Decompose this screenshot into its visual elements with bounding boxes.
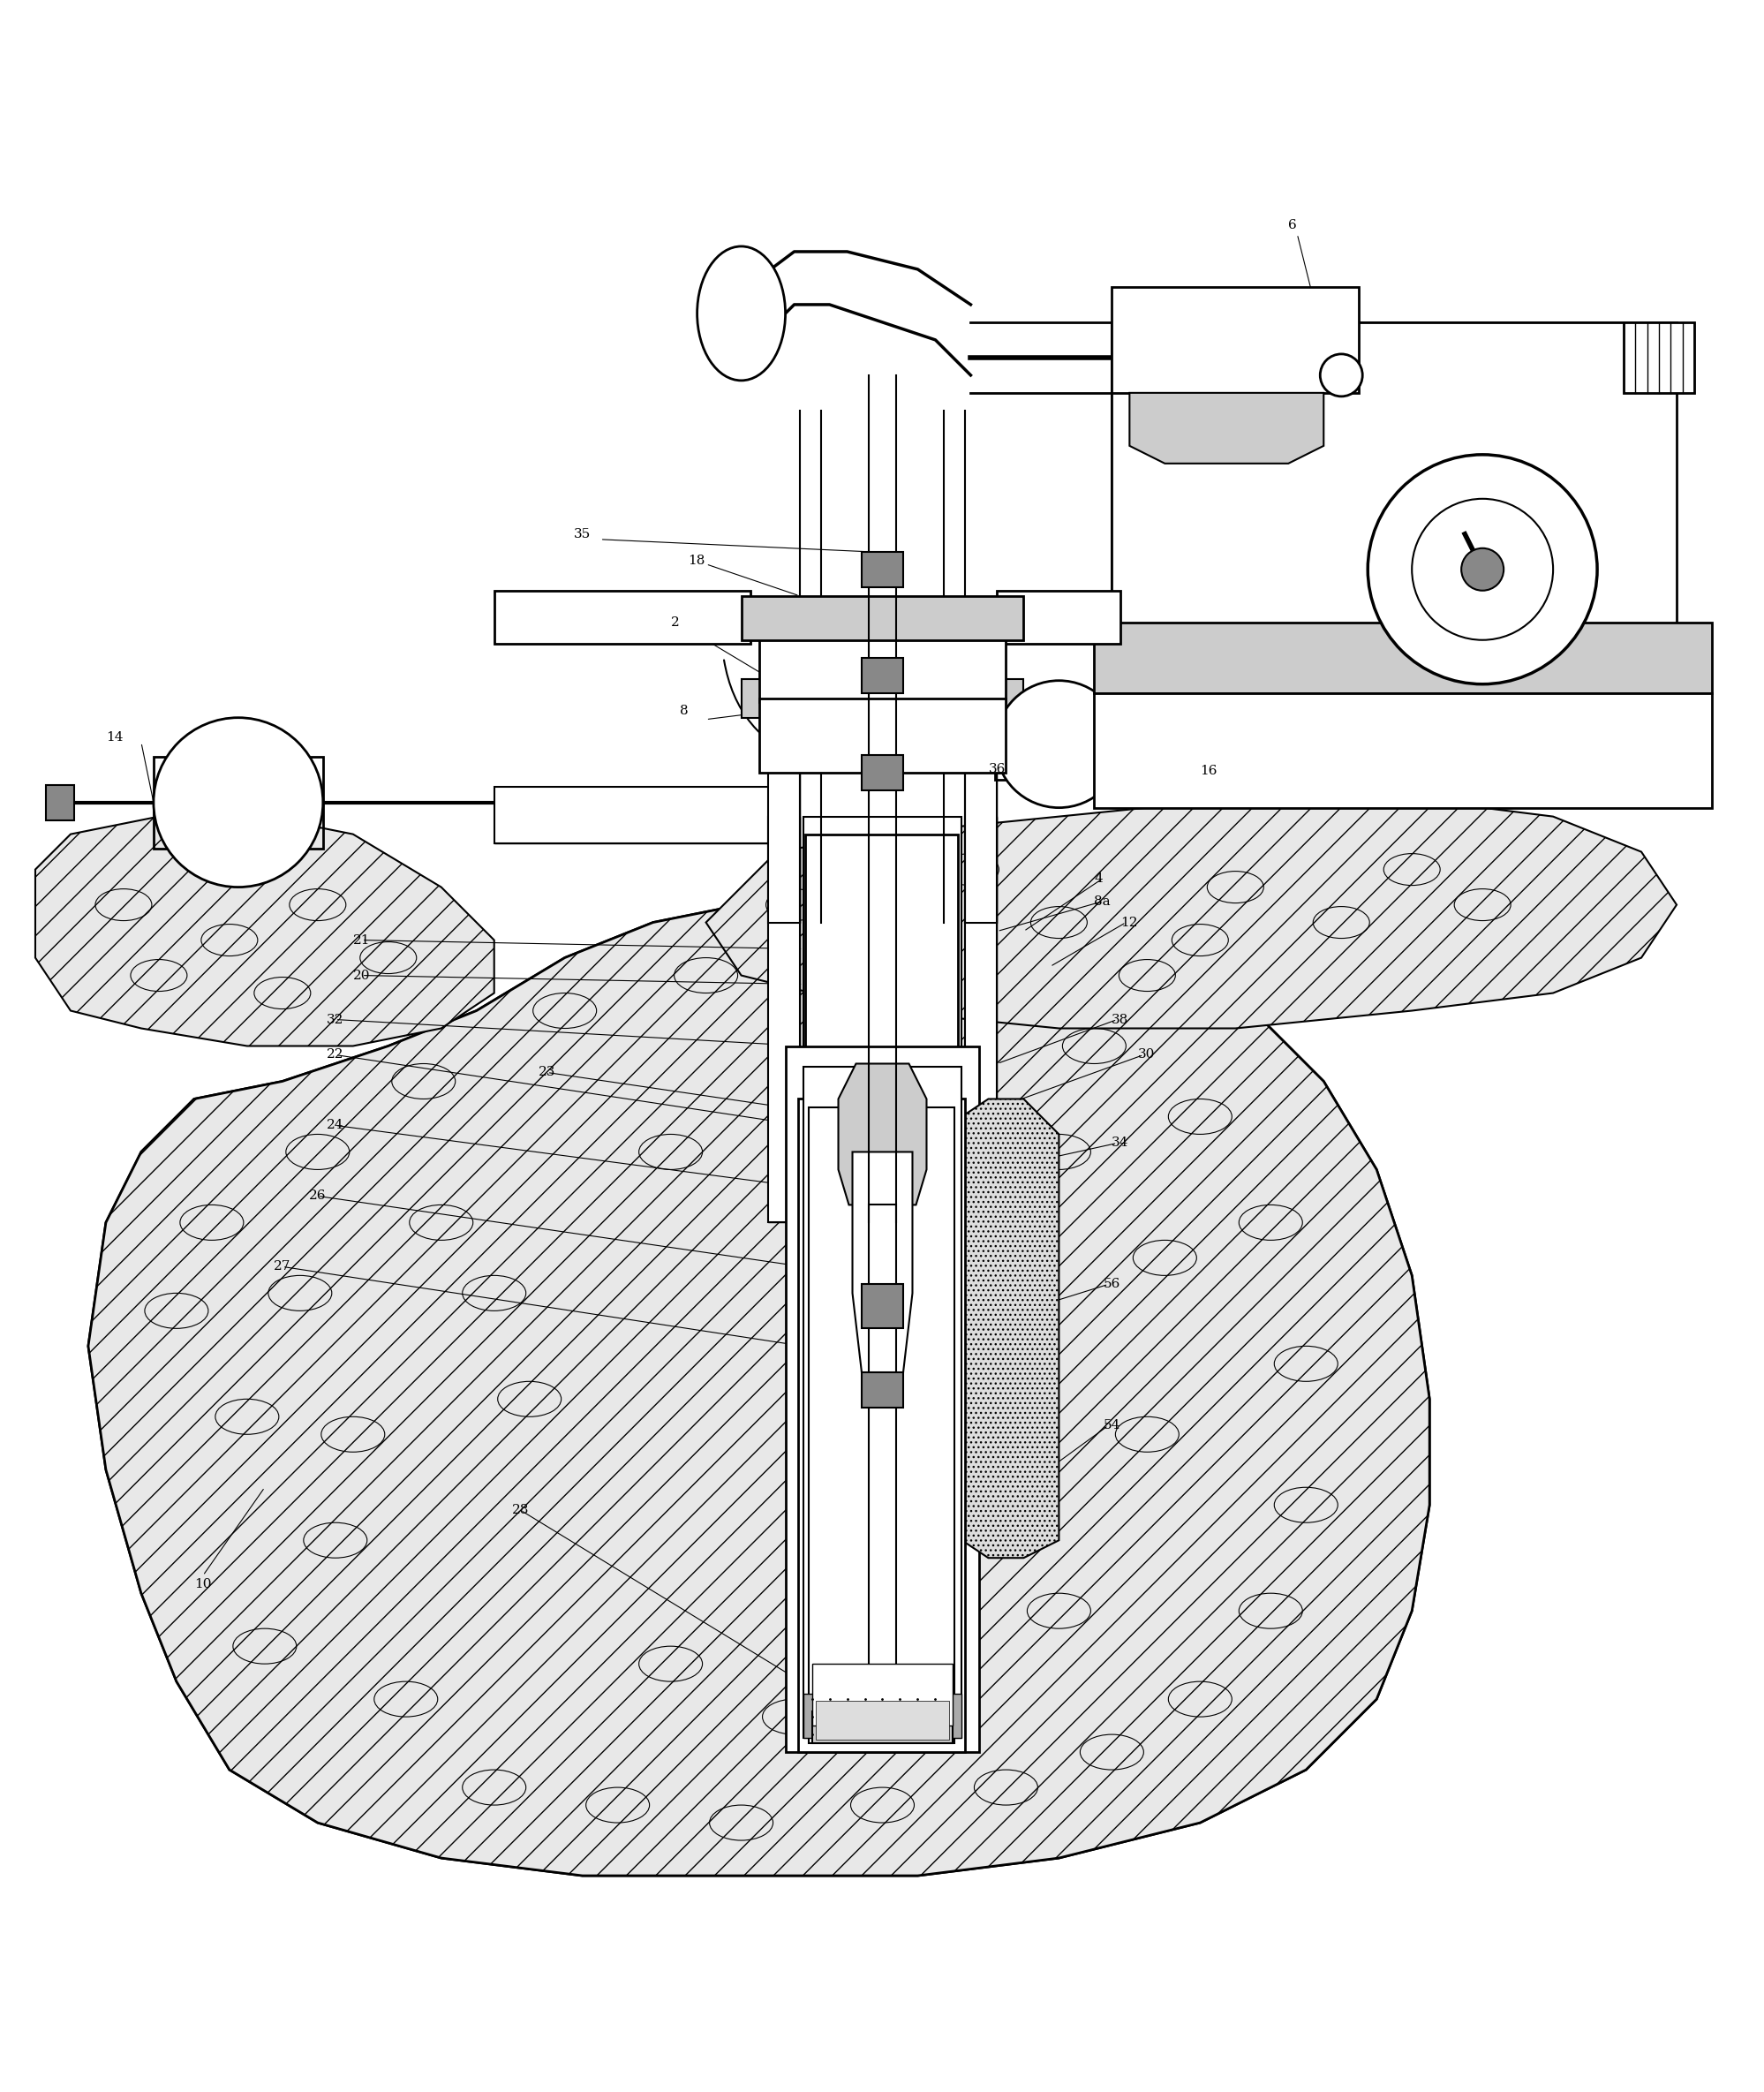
Bar: [759, 699, 1005, 772]
Polygon shape: [838, 1063, 926, 1205]
Bar: [995, 709, 1122, 780]
Text: 32: 32: [326, 1013, 344, 1025]
Bar: [965, 711, 997, 923]
Bar: [811, 1663, 953, 1726]
Bar: [965, 711, 997, 923]
Bar: [803, 1067, 961, 1738]
Text: 27: 27: [273, 1261, 291, 1272]
Bar: [811, 1711, 953, 1743]
Text: 38: 38: [1111, 1013, 1129, 1025]
Circle shape: [1367, 454, 1596, 684]
Polygon shape: [88, 904, 1429, 1877]
Bar: [494, 814, 776, 843]
Text: 35: 35: [573, 527, 591, 540]
Bar: [868, 1205, 896, 1699]
Bar: [767, 816, 799, 1222]
Text: 22: 22: [326, 1048, 344, 1061]
Bar: [494, 590, 750, 617]
Polygon shape: [35, 816, 494, 1046]
Bar: [965, 816, 997, 1222]
Bar: [803, 816, 961, 1222]
Text: 14: 14: [106, 730, 123, 743]
Text: 8a: 8a: [1094, 895, 1110, 908]
Bar: [1094, 692, 1711, 808]
Bar: [767, 816, 799, 1222]
Polygon shape: [706, 799, 1676, 1029]
Circle shape: [1461, 548, 1503, 590]
Text: 21: 21: [353, 933, 370, 946]
Bar: [759, 699, 1005, 734]
Bar: [767, 711, 799, 923]
Bar: [804, 835, 958, 1540]
Bar: [815, 1701, 949, 1741]
Text: 8: 8: [679, 705, 688, 718]
Bar: [46, 784, 74, 820]
Bar: [494, 590, 750, 644]
Text: 12: 12: [1120, 916, 1138, 929]
Text: 36: 36: [988, 764, 1005, 774]
Circle shape: [1319, 354, 1362, 395]
Text: 54: 54: [1102, 1418, 1120, 1431]
Bar: [861, 657, 903, 692]
Circle shape: [995, 680, 1122, 808]
Text: 20: 20: [353, 969, 370, 981]
Ellipse shape: [697, 247, 785, 381]
Text: 23: 23: [538, 1067, 556, 1079]
Bar: [861, 755, 903, 791]
Text: 24: 24: [326, 1119, 344, 1132]
Bar: [797, 1098, 965, 1753]
Bar: [861, 1284, 903, 1328]
Text: 18: 18: [688, 554, 706, 567]
Circle shape: [1443, 513, 1485, 554]
Bar: [741, 596, 1023, 640]
Bar: [861, 1372, 903, 1408]
Bar: [1094, 621, 1711, 692]
Text: 2: 2: [670, 617, 679, 628]
Bar: [1623, 322, 1693, 393]
Text: 30: 30: [1138, 1048, 1155, 1061]
Circle shape: [1411, 498, 1552, 640]
Bar: [153, 757, 323, 847]
Bar: [741, 678, 1023, 718]
Bar: [494, 787, 776, 843]
Text: 6: 6: [1288, 220, 1297, 232]
Bar: [494, 617, 750, 644]
Polygon shape: [1111, 393, 1446, 640]
Bar: [997, 590, 1120, 617]
Bar: [494, 787, 776, 814]
Polygon shape: [1129, 393, 1323, 464]
Text: 34: 34: [1111, 1136, 1129, 1149]
Bar: [1111, 287, 1358, 393]
Text: 56: 56: [1102, 1278, 1120, 1291]
Bar: [759, 632, 1005, 667]
Bar: [767, 711, 799, 923]
Bar: [997, 617, 1120, 644]
Text: 16: 16: [1200, 764, 1217, 776]
Polygon shape: [88, 904, 1429, 1877]
Text: 28: 28: [512, 1504, 529, 1517]
Bar: [759, 632, 1005, 701]
Bar: [803, 1695, 961, 1738]
Text: 10: 10: [194, 1577, 212, 1590]
Bar: [759, 667, 1005, 701]
Bar: [759, 734, 1005, 772]
Bar: [965, 816, 997, 1222]
Circle shape: [153, 718, 323, 887]
Polygon shape: [961, 1098, 1058, 1559]
Bar: [1111, 322, 1676, 640]
Bar: [808, 1109, 954, 1743]
Polygon shape: [852, 1153, 912, 1400]
Bar: [785, 1046, 979, 1753]
Bar: [861, 552, 903, 588]
Bar: [997, 590, 1120, 644]
Text: 4: 4: [1094, 872, 1102, 885]
Text: 26: 26: [309, 1190, 326, 1203]
